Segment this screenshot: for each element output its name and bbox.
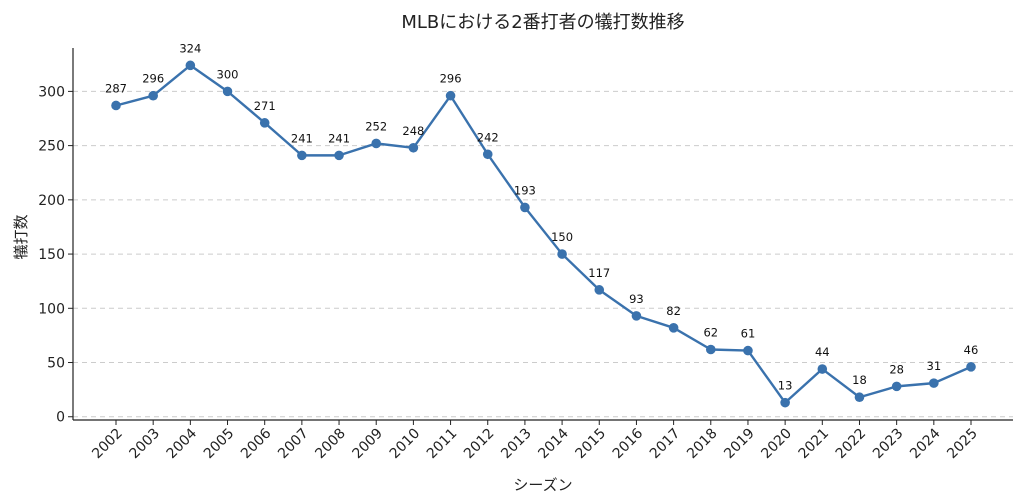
x-tick-label-2009: 2009 bbox=[350, 426, 387, 463]
x-tick-label-2010: 2010 bbox=[387, 426, 424, 463]
data-labels: 287 296 324 300 271 241 241 252 248 296 242 193 150 1… bbox=[105, 41, 978, 392]
data-label-2016: 93 bbox=[629, 292, 644, 306]
x-tick-label-2012: 2012 bbox=[461, 426, 498, 463]
data-label-2024: 31 bbox=[927, 359, 942, 373]
x-tick-label-2018: 2018 bbox=[684, 426, 721, 463]
data-point-2020 bbox=[780, 397, 790, 408]
data-point-2018 bbox=[705, 344, 716, 355]
chart-title: MLBにおける2番打者の犠打数推移 bbox=[401, 12, 684, 33]
data-label-2019: 61 bbox=[741, 327, 756, 341]
data-point-2003 bbox=[148, 90, 158, 101]
x-tick-label-2013: 2013 bbox=[498, 426, 535, 463]
data-point-2012 bbox=[482, 149, 493, 160]
data-label-2022: 18 bbox=[852, 373, 867, 387]
data-label-2013: 193 bbox=[514, 183, 536, 197]
data-point-2025 bbox=[966, 362, 976, 372]
data-point-2019 bbox=[743, 345, 753, 356]
x-tick-label-2016: 2016 bbox=[610, 425, 647, 462]
data-label-2017: 82 bbox=[666, 304, 681, 318]
data-point-2016 bbox=[631, 311, 642, 321]
data-label-2023: 28 bbox=[889, 362, 904, 376]
data-point-2008 bbox=[334, 150, 344, 161]
y-tick-label-150: 150 bbox=[38, 247, 65, 263]
y-tick-label-250: 250 bbox=[38, 139, 65, 155]
data-label-2009: 252 bbox=[365, 119, 387, 133]
data-label-2018: 62 bbox=[703, 326, 718, 340]
x-tick-label-2015: 2015 bbox=[573, 426, 610, 463]
x-tick-label-2022: 2022 bbox=[833, 426, 870, 463]
data-label-2003: 296 bbox=[142, 72, 164, 86]
data-label-2008: 241 bbox=[328, 131, 350, 145]
x-tick-label-2005: 2005 bbox=[201, 426, 238, 463]
x-tick-label-2019: 2019 bbox=[721, 426, 758, 463]
data-label-2004: 324 bbox=[179, 41, 201, 55]
y-axis-label: 犠打数 bbox=[12, 214, 30, 259]
data-point-2010 bbox=[408, 142, 419, 153]
data-point-2013 bbox=[520, 202, 530, 213]
data-point-2017 bbox=[668, 323, 679, 333]
x-tick-label-2003: 2003 bbox=[126, 426, 163, 463]
x-tick-label-2004: 2004 bbox=[164, 425, 201, 462]
grid-lines bbox=[73, 90, 1013, 418]
y-tick-label-50: 50 bbox=[47, 356, 65, 372]
data-point-2009 bbox=[371, 138, 382, 149]
x-tick-label-2025: 2025 bbox=[944, 426, 981, 463]
data-label-2021: 44 bbox=[815, 345, 830, 359]
x-tick-label-2020: 2020 bbox=[758, 426, 795, 463]
data-label-2002: 287 bbox=[105, 81, 127, 95]
data-label-2005: 300 bbox=[217, 67, 239, 81]
data-label-2020: 13 bbox=[778, 379, 793, 393]
data-point-2023 bbox=[891, 381, 902, 392]
data-point-2007 bbox=[297, 150, 307, 161]
y-tick-label-200: 200 bbox=[38, 193, 65, 209]
x-tick-label-2006: 2006 bbox=[238, 425, 275, 462]
data-point-2011 bbox=[445, 90, 456, 101]
data-label-2025: 46 bbox=[964, 343, 979, 357]
series bbox=[111, 60, 976, 408]
data-label-2010: 248 bbox=[402, 124, 424, 138]
data-point-2024 bbox=[929, 378, 939, 388]
x-tick-label-2002: 2002 bbox=[89, 426, 126, 463]
series-line bbox=[114, 64, 973, 404]
x-tick-label-2024: 2024 bbox=[907, 425, 944, 462]
data-point-2006 bbox=[259, 118, 270, 128]
data-label-2007: 241 bbox=[291, 131, 313, 145]
data-label-2015: 117 bbox=[588, 266, 610, 280]
x-tick-label-2011: 2011 bbox=[424, 426, 461, 463]
y-tick-label-0: 0 bbox=[56, 410, 65, 426]
data-label-2014: 150 bbox=[551, 230, 573, 244]
y-tick-label-100: 100 bbox=[38, 301, 65, 317]
x-tick-label-2008: 2008 bbox=[312, 426, 349, 463]
data-point-2002 bbox=[111, 100, 121, 111]
data-point-2005 bbox=[222, 86, 233, 97]
data-label-2006: 271 bbox=[254, 99, 276, 113]
data-label-2012: 242 bbox=[477, 130, 499, 144]
x-tick-label-2007: 2007 bbox=[275, 426, 312, 463]
x-tick-label-2023: 2023 bbox=[870, 426, 907, 463]
y-tick-label-300: 300 bbox=[38, 84, 65, 100]
data-label-2011: 296 bbox=[440, 72, 462, 86]
data-point-2015 bbox=[594, 285, 605, 295]
x-axis-label: シーズン bbox=[513, 476, 572, 494]
data-point-2014 bbox=[557, 249, 567, 259]
data-point-2021 bbox=[817, 364, 828, 374]
x-tick-label-2017: 2017 bbox=[647, 426, 684, 463]
data-point-2022 bbox=[854, 392, 865, 403]
data-point-2004 bbox=[185, 60, 196, 71]
x-tick-label-2021: 2021 bbox=[796, 426, 833, 463]
x-tick-label-2014: 2014 bbox=[535, 425, 572, 462]
